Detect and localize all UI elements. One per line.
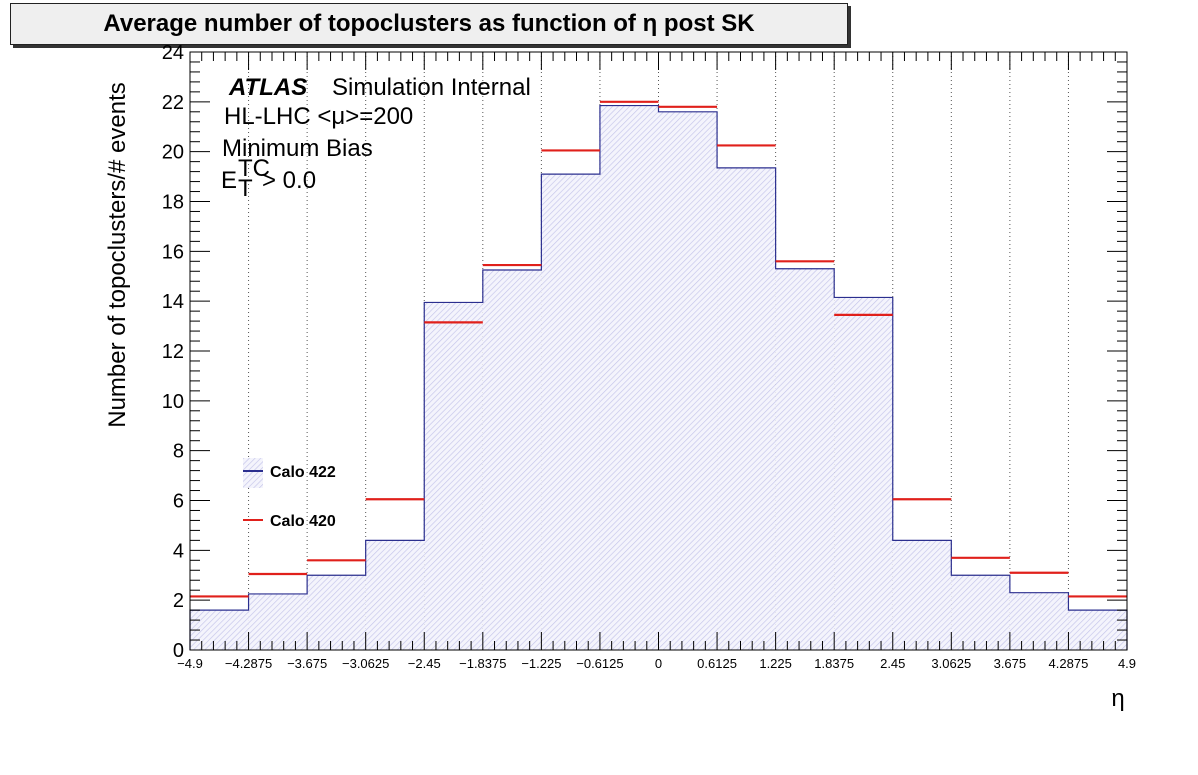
annotation-cut-sup: TC — [238, 155, 270, 182]
bar-calo-422 — [482, 270, 542, 650]
x-axis: −4.9 −4.2875 −3.675 −3.0625 −2.45 −1.8375 −1.2… — [177, 52, 1136, 671]
x-tick-label: −3.675 — [287, 656, 327, 671]
legend: Calo 422 Calo 420 — [243, 458, 336, 530]
x-tick-label: −3.0625 — [342, 656, 389, 671]
y-tick-label: 18 — [162, 192, 184, 214]
x-tick-label: −4.9 — [177, 656, 203, 671]
x-tick-label: 4.2875 — [1049, 656, 1089, 671]
atlas-label: ATLAS — [228, 74, 307, 101]
x-tick-label: 2.45 — [880, 656, 905, 671]
chart-title: Average number of topoclusters as functi… — [10, 3, 848, 45]
y-tick-label: 14 — [162, 291, 184, 313]
x-tick-label: −1.8375 — [459, 656, 506, 671]
series-calo-420 — [190, 100, 1127, 598]
bar-calo-422 — [541, 174, 600, 650]
bar-calo-422 — [834, 297, 893, 650]
x-tick-label: 0 — [655, 656, 662, 671]
bar-calo-422 — [951, 575, 1010, 650]
x-tick-label: 0.6125 — [697, 656, 737, 671]
legend-label-calo-420: Calo 420 — [270, 513, 336, 530]
x-tick-label: −0.6125 — [576, 656, 623, 671]
x-tick-label: −1.225 — [521, 656, 561, 671]
y-tick-label: 10 — [162, 391, 184, 413]
annotation-hl-lhc: HL-LHC <μ>=200 — [224, 103, 413, 130]
step-outline-calo-422 — [189, 104, 1128, 650]
annotation-cut-base: E — [221, 167, 237, 194]
series-calo-422 — [189, 104, 1128, 651]
bar-calo-422 — [1009, 592, 1069, 650]
x-tick-label: 3.675 — [994, 656, 1027, 671]
bar-calo-422 — [599, 105, 659, 651]
x-tick-label: 4.9 — [1118, 656, 1136, 671]
annotation-cut-sub: T — [238, 175, 253, 202]
annotation-minimum-bias: Minimum Bias — [222, 135, 373, 162]
y-tick-label: 12 — [162, 341, 184, 363]
annotation-cut-rest: > 0.0 — [262, 167, 316, 194]
x-tick-label: 1.225 — [759, 656, 792, 671]
annotation-block: ATLAS Simulation Internal HL-LHC <μ>=200… — [221, 74, 531, 202]
x-tick-label: −4.2875 — [225, 656, 272, 671]
x-tick-label: 1.8375 — [814, 656, 854, 671]
bar-calo-422 — [658, 111, 718, 651]
x-tick-label: 3.0625 — [931, 656, 971, 671]
bar-calo-422 — [365, 540, 425, 650]
bar-calo-422 — [892, 540, 952, 650]
bar-calo-422 — [775, 268, 835, 650]
y-tick-label: 20 — [162, 142, 184, 164]
bar-calo-422 — [248, 593, 308, 650]
y-tick-label: 4 — [173, 540, 184, 562]
y-tick-label: 24 — [162, 42, 184, 64]
y-tick-label: 22 — [162, 92, 184, 114]
y-axis-title: Number of topoclusters/# events — [104, 82, 131, 428]
bar-calo-422 — [307, 575, 366, 650]
x-axis-title: η — [1111, 685, 1124, 712]
x-tick-label: −2.45 — [408, 656, 441, 671]
y-tick-label: 16 — [162, 241, 184, 263]
atlas-suffix: Simulation Internal — [332, 74, 531, 101]
bar-calo-422 — [424, 302, 483, 650]
y-tick-label: 2 — [173, 590, 184, 612]
y-tick-label: 6 — [173, 491, 184, 513]
y-tick-label: 0 — [173, 640, 184, 662]
y-tick-label: 8 — [173, 441, 184, 463]
bar-calo-422 — [717, 167, 776, 651]
legend-swatch-calo-422 — [243, 458, 263, 488]
legend-label-calo-422: Calo 422 — [270, 464, 336, 481]
